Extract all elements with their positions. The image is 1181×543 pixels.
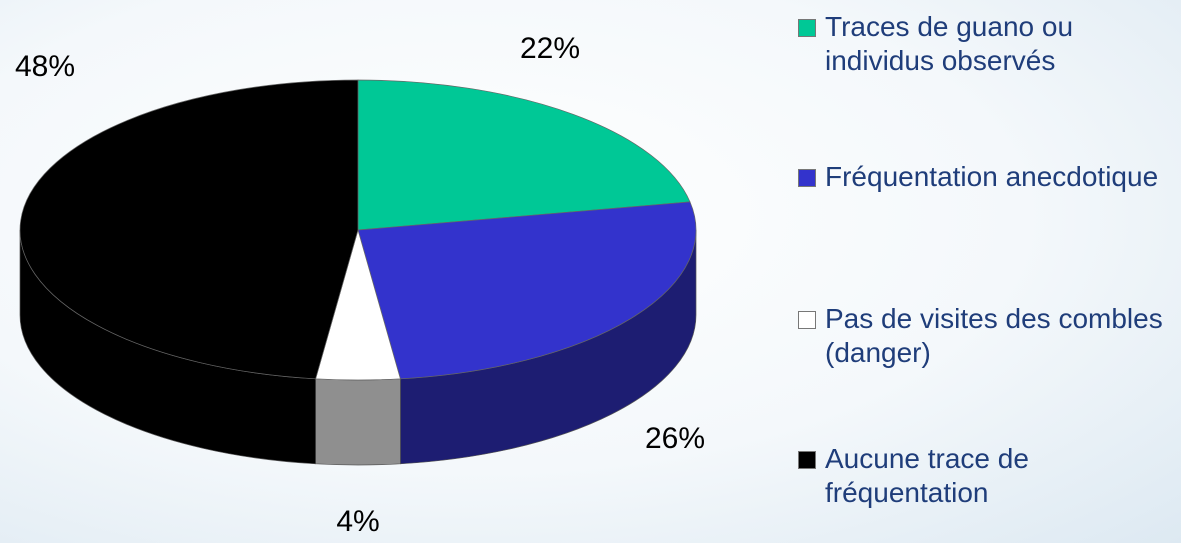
legend-swatch [798,19,816,37]
legend-label: Traces de guano ou individus observés [825,11,1074,76]
legend-entry: Fréquentation anecdotique [798,160,1165,194]
legend-swatch [798,169,816,187]
legend-label: Aucune trace de fréquentation [825,443,1029,508]
legend-swatch [798,451,816,469]
legend-swatch [798,311,816,329]
data-label: 4% [336,505,379,538]
legend-entry: Pas de visites des combles (danger) [798,302,1165,370]
data-label: 48% [15,50,75,83]
slice-side [315,378,401,466]
pie-slice [19,79,359,380]
legend-label: Pas de visites des combles (danger) [825,303,1163,368]
legend-entry: Traces de guano ou individus observés [798,10,1165,78]
legend-label: Fréquentation anecdotique [825,161,1159,192]
pie-slice [357,201,697,380]
legend-entry: Aucune trace de fréquentation [798,442,1165,510]
data-label: 26% [645,422,705,455]
pie-slice [357,79,691,231]
pie-chart: 22% 26% 4% 48% [15,32,705,538]
data-label: 22% [520,32,580,65]
